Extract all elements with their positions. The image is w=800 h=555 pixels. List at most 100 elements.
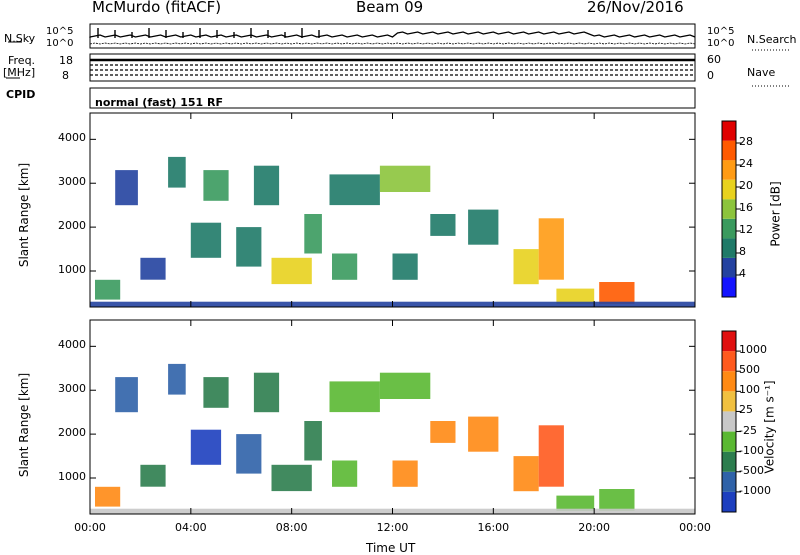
- x-tick-label: 12:00: [376, 521, 409, 534]
- velocity-ylabel: Slant Range [km]: [17, 372, 32, 478]
- colorbar-tick-label: -1000: [739, 483, 771, 497]
- echo-region: [203, 170, 229, 201]
- colorbar-swatch: [722, 371, 736, 392]
- echo-region: [140, 257, 166, 280]
- echo-region: [513, 456, 539, 492]
- echo-region: [538, 218, 564, 280]
- colorbar-swatch: [722, 491, 736, 512]
- colorbar-tick-label: 20: [739, 179, 753, 192]
- nsearch-label: N.Search: [747, 33, 797, 46]
- power-cbar-label: Power [dB]: [768, 181, 783, 247]
- cpid-strip-frame: [89, 87, 696, 109]
- echo-region: [430, 214, 456, 236]
- echo-region: [115, 377, 138, 413]
- echo-region: [168, 156, 186, 188]
- colorbar-tick-label: 24: [739, 157, 753, 170]
- freq-unit: [MHz]: [3, 66, 36, 79]
- colorbar-swatch: [722, 431, 736, 452]
- y-tick-label: 1000: [58, 263, 86, 276]
- y-tick-label: 2000: [58, 219, 86, 233]
- x-tick-label: 04:00: [174, 521, 207, 534]
- freq-label: Freq.: [8, 54, 36, 67]
- colorbar-tick-label: -500: [739, 463, 764, 477]
- echo-region: [271, 257, 312, 285]
- echo-region: [95, 486, 121, 507]
- colorbar-swatch: [722, 199, 736, 219]
- station-title: McMurdo (fitACF): [92, 0, 222, 16]
- velocity-cbar-label: Velocity [m s⁻¹]: [762, 380, 777, 474]
- x-axis-label: Time UT: [366, 541, 416, 555]
- echo-region: [379, 165, 431, 192]
- nsky-tick-bottom: 10^0: [46, 38, 74, 49]
- nsearch-trace: [89, 42, 696, 45]
- colorbar-tick-label: 1000: [739, 343, 767, 357]
- colorbar-swatch: [722, 179, 736, 200]
- nave-label: Nave: [747, 66, 776, 79]
- colorbar-tick-label: 28: [739, 135, 753, 148]
- echo-region: [140, 464, 166, 487]
- nsearch-tick-top: 10^5: [707, 26, 735, 37]
- freq-tick-bottom: 8: [62, 69, 69, 82]
- y-tick-label: 4000: [58, 131, 86, 145]
- cpid-label: CPID: [6, 88, 36, 101]
- echo-region: [190, 222, 222, 258]
- x-tick-label: 00:00: [679, 521, 711, 534]
- echo-region: [236, 227, 262, 267]
- colorbar-tick-label: -100: [739, 443, 764, 457]
- echo-region: [168, 363, 186, 395]
- echo-region: [271, 464, 312, 492]
- colorbar-frame: [721, 330, 737, 513]
- freq-tick-top: 18: [59, 54, 73, 67]
- echo-region: [379, 372, 431, 399]
- colorbar-swatch: [722, 140, 736, 161]
- nsky-trace: [89, 31, 696, 38]
- echo-region: [236, 434, 262, 474]
- colorbar-tick-label: 500: [739, 363, 760, 377]
- echo-region: [115, 170, 138, 206]
- nsky-strip-frame: [89, 23, 696, 49]
- echo-region: [556, 288, 595, 304]
- echo-region: [599, 282, 635, 304]
- nave-tick-bottom: 0: [707, 69, 714, 82]
- echo-region: [329, 381, 380, 413]
- echo-region: [329, 174, 380, 206]
- nsky-tick-top: 10^5: [46, 26, 74, 37]
- echo-region: [513, 249, 539, 285]
- nsky-label: N.Sky: [4, 32, 36, 45]
- echo-region: [599, 489, 635, 511]
- x-tick-label: 00:00: [74, 521, 106, 534]
- echo-region: [304, 421, 322, 461]
- velocity-panel: [89, 319, 696, 515]
- colorbar-swatch: [722, 411, 736, 432]
- x-tick-label: 08:00: [275, 521, 308, 534]
- echo-region: [392, 460, 418, 487]
- colorbar-tick-label: 8: [739, 245, 746, 258]
- echo-region: [556, 495, 595, 511]
- power-panel: [89, 112, 696, 308]
- echo-region: [203, 377, 229, 408]
- y-tick-label: 2000: [58, 426, 86, 440]
- echo-region: [332, 460, 358, 487]
- nave-tick-top: 60: [707, 53, 721, 66]
- power-colorbar: [721, 120, 741, 298]
- echo-region: [332, 253, 358, 280]
- colorbar-swatch: [722, 121, 736, 141]
- echo-region: [538, 425, 564, 487]
- colorbar-swatch: [722, 238, 736, 258]
- colorbar-swatch: [722, 218, 736, 239]
- colorbar-swatch: [722, 257, 736, 278]
- echo-region: [190, 429, 222, 465]
- colorbar-tick-label: 4: [739, 267, 746, 280]
- echo-region: [95, 279, 121, 300]
- nsearch-tick-bottom: 10^0: [707, 38, 735, 49]
- y-tick-label: 3000: [58, 382, 86, 396]
- x-tick-label: 20:00: [578, 521, 611, 534]
- echo-region: [468, 209, 499, 245]
- colorbar-swatch: [722, 391, 736, 412]
- colorbar-tick-label: -25: [739, 423, 757, 437]
- echo-region: [253, 372, 280, 413]
- info-panel: [6, 23, 790, 109]
- colorbar-swatch: [722, 160, 736, 180]
- velocity-colorbar: [721, 330, 741, 513]
